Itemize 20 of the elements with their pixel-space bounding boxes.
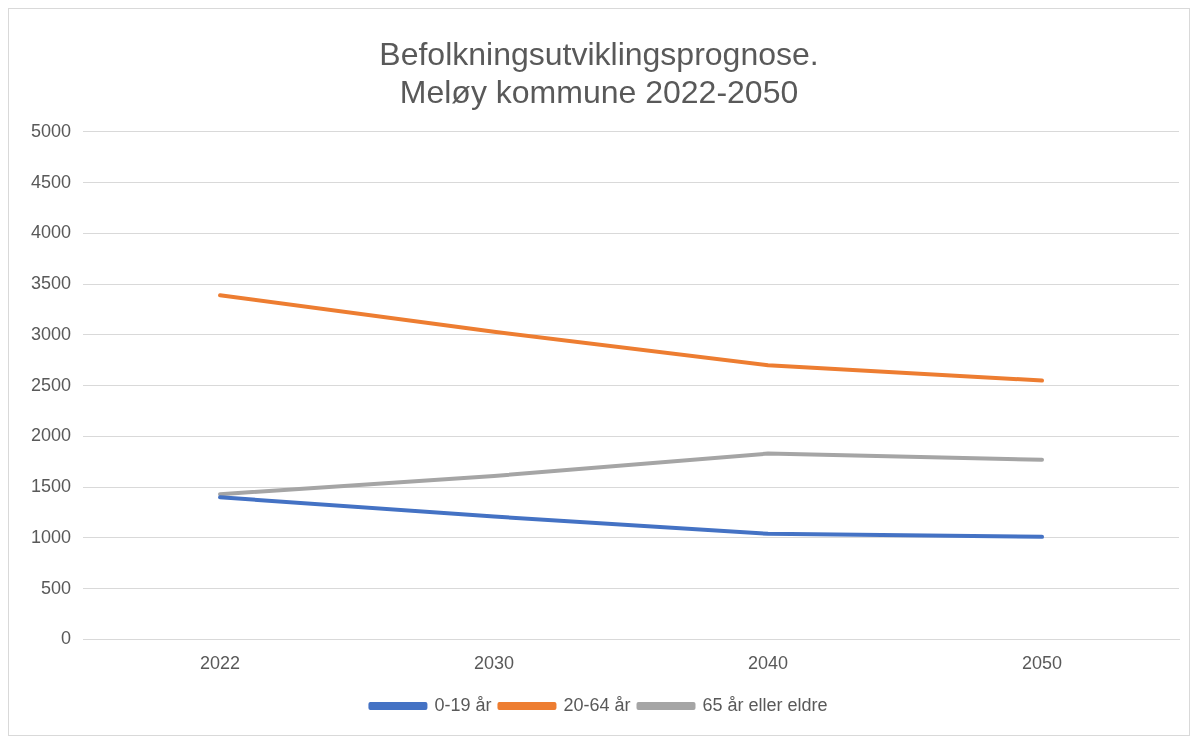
y-tick-label: 1500 xyxy=(31,476,72,497)
y-tick-label: 4000 xyxy=(31,222,72,243)
x-tick-label: 2030 xyxy=(474,653,515,674)
x-tick-label: 2040 xyxy=(747,653,789,674)
y-tick-label: 4500 xyxy=(31,171,72,192)
y-tick-label: 500 xyxy=(41,577,72,598)
text: Befolkningsutviklingsprognose. xyxy=(379,36,819,73)
y-tick-label: 2000 xyxy=(31,425,72,446)
text: Meløy kommune 2022-2050 xyxy=(399,74,799,111)
y-tick-label: 3000 xyxy=(31,323,72,344)
y-tick-label: 5000 xyxy=(31,120,72,141)
y-tick-label: 0 xyxy=(61,628,72,649)
y-tick-label: 3500 xyxy=(31,273,72,294)
legend-label: 0-19 år xyxy=(434,694,492,715)
y-tick-label: 1000 xyxy=(31,526,72,547)
x-tick-label: 2050 xyxy=(1021,653,1063,674)
legend-label: 65 år eller eldre xyxy=(702,694,828,715)
y-tick-label: 2500 xyxy=(31,374,72,395)
legend-label: 20-64 år xyxy=(563,694,631,715)
x-tick-label: 2022 xyxy=(200,653,241,674)
